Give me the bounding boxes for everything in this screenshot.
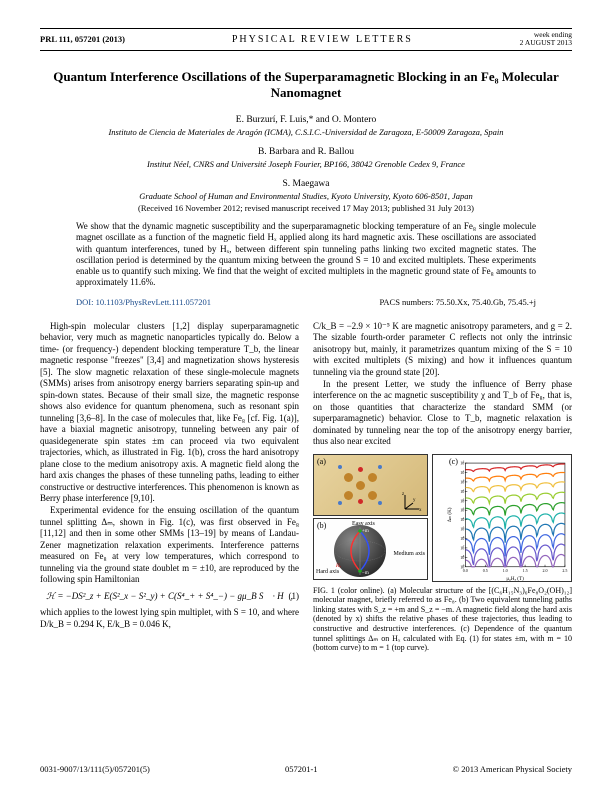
authors-group-2: B. Barbara and R. Ballou — [40, 147, 572, 157]
svg-text:1.5: 1.5 — [523, 568, 528, 573]
tunnel-splitting-chart: 10-910-810-710-610-510-410-310-210-11001… — [447, 459, 569, 581]
affiliation-1: Instituto de Ciencia de Materiales de Ar… — [40, 127, 572, 137]
medium-axis-label: Medium axis — [394, 551, 426, 559]
svg-text:-7: -7 — [462, 545, 465, 548]
figure-1a-panel: (a) — [313, 454, 428, 516]
svg-text:-1: -1 — [462, 489, 465, 492]
svg-text:-9: -9 — [462, 564, 465, 567]
svg-text:-3: -3 — [462, 507, 465, 510]
panel-label-a: (a) — [317, 457, 326, 467]
svg-text:-6: -6 — [462, 536, 465, 539]
svg-text:-2: -2 — [462, 498, 465, 501]
abstract-text: We show that the dynamic magnetic suscep… — [76, 221, 536, 289]
svg-text:2: 2 — [463, 460, 465, 463]
svg-text:1.0: 1.0 — [503, 568, 508, 573]
pacs-numbers: PACS numbers: 75.50.Xx, 75.40.Gb, 75.45.… — [379, 297, 536, 307]
svg-text:1: 1 — [463, 470, 465, 473]
panel-label-b: (b) — [317, 521, 326, 531]
svg-text:+m: +m — [362, 529, 369, 534]
journal-name: PHYSICAL REVIEW LETTERS — [232, 34, 413, 45]
svg-text:-5: -5 — [462, 526, 465, 529]
affiliation-2: Institut Néel, CNRS and Université Josep… — [40, 159, 572, 169]
svg-text:x: x — [419, 508, 422, 513]
body-para: High-spin molecular clusters [1,2] displ… — [40, 321, 299, 505]
svg-text:0.0: 0.0 — [463, 568, 468, 573]
footer-page: 057201-1 — [285, 764, 318, 774]
molecule-structure-icon — [330, 463, 390, 508]
body-columns: High-spin molecular clusters [1,2] displ… — [40, 321, 572, 653]
svg-text:2.5: 2.5 — [562, 568, 567, 573]
publication-dates: (Received 16 November 2012; revised manu… — [40, 203, 572, 213]
svg-text:−m: −m — [362, 571, 369, 576]
body-para: In the present Letter, we study the infl… — [313, 379, 572, 448]
figure-1: (a) — [313, 454, 572, 653]
doi-pacs-line: DOI: 10.1103/PhysRevLett.111.057201 PACS… — [76, 297, 536, 307]
svg-text:Hₓ: Hₓ — [335, 564, 342, 569]
journal-header: PRL 111, 057201 (2013) PHYSICAL REVIEW L… — [40, 28, 572, 51]
footer-copyright: © 2013 American Physical Society — [453, 764, 572, 774]
body-para: Experimental evidence for the ensuing os… — [40, 505, 299, 586]
affiliation-3: Graduate School of Human and Environment… — [40, 191, 572, 201]
svg-text:0: 0 — [463, 479, 465, 482]
svg-text:-4: -4 — [462, 517, 465, 520]
equation-1: ℋ = −DS²_z + E(S²_x − S²_y) + C(S⁴_+ + S… — [40, 591, 299, 603]
page-footer: 0031-9007/13/111(5)/057201(5) 057201-1 ©… — [40, 764, 572, 774]
figure-1b-panel: (b) Easy axis Medium axis Hard axis — [313, 518, 428, 580]
body-para: which applies to the lowest lying spin m… — [40, 607, 299, 630]
svg-text:2.0: 2.0 — [542, 568, 547, 573]
issue-date: week ending 2 AUGUST 2013 — [520, 31, 572, 48]
prl-citation: PRL 111, 057201 (2013) — [40, 34, 125, 44]
sphere-paths-icon: +m −m Hₓ — [334, 525, 386, 577]
left-column: High-spin molecular clusters [1,2] displ… — [40, 321, 299, 653]
svg-text:0.5: 0.5 — [483, 568, 488, 573]
axis-icon: z x y — [401, 491, 423, 513]
svg-text:-8: -8 — [462, 555, 465, 558]
article-title: Quantum Interference Oscillations of the… — [40, 69, 572, 102]
authors-group-1: E. Burzurí, F. Luis,* and O. Montero — [40, 115, 572, 125]
authors-group-3: S. Maegawa — [40, 179, 572, 189]
doi-link[interactable]: DOI: 10.1103/PhysRevLett.111.057201 — [76, 297, 211, 307]
footer-issn: 0031-9007/13/111(5)/057201(5) — [40, 764, 150, 774]
right-column: C/k_B = −2.9 × 10⁻⁵ K are magnetic aniso… — [313, 321, 572, 653]
svg-text:μ₀Hₓ (T): μ₀Hₓ (T) — [506, 575, 524, 581]
body-para: C/k_B = −2.9 × 10⁻⁵ K are magnetic aniso… — [313, 321, 572, 379]
figure-1c-panel: (c) 10-910-810-710-610-510-410-310-210-1… — [432, 454, 572, 582]
svg-text:y: y — [413, 498, 416, 503]
svg-text:Δₘ (K): Δₘ (K) — [447, 507, 453, 522]
figure-1-caption: FIG. 1 (color online). (a) Molecular str… — [313, 586, 572, 653]
